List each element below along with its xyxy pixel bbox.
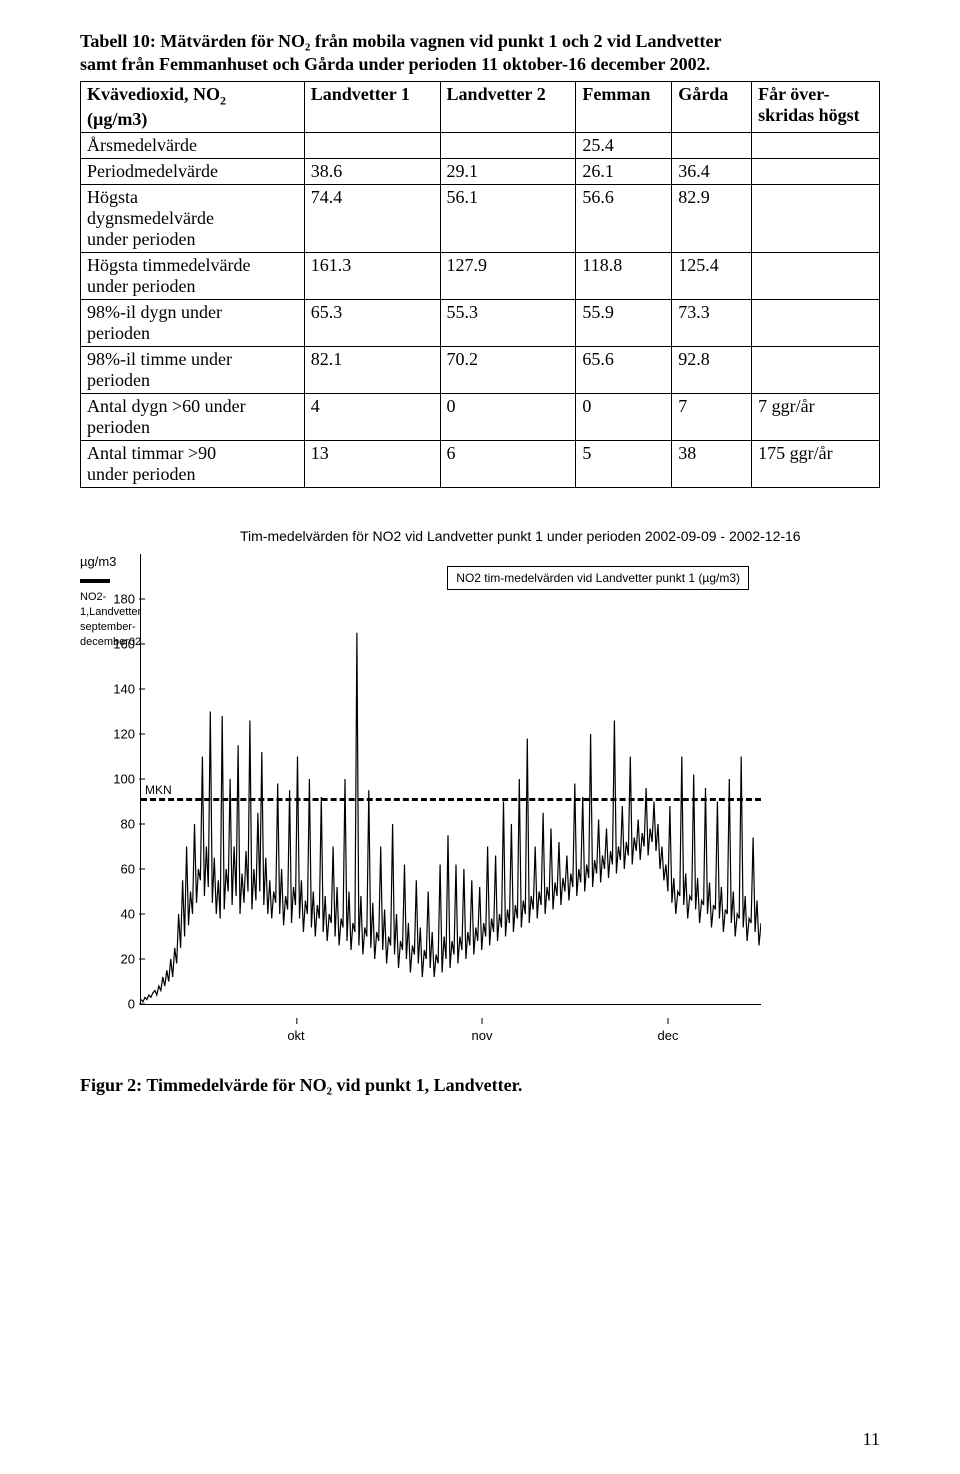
table-header-row: Kvävedioxid, NO2 (µg/m3) Landvetter 1 La…	[81, 82, 880, 133]
row-cell: 55.9	[576, 299, 672, 346]
row-cell: 26.1	[576, 158, 672, 184]
figure-caption: Figur 2: Timmedelvärde för NO₂ vid punkt…	[80, 1075, 880, 1096]
table-row: Antal timmar >90under perioden136538175 …	[81, 440, 880, 487]
y-tick: 120	[113, 726, 135, 741]
page: Tabell 10: Mätvärden för NO₂ från mobila…	[0, 0, 960, 1474]
row-label: Antal dygn >60 underperioden	[81, 393, 305, 440]
row-cell: 74.4	[304, 184, 440, 252]
row-cell	[752, 252, 880, 299]
header-limit: Får över- skridas högst	[752, 82, 880, 133]
row-cell	[752, 158, 880, 184]
y-tick: 0	[128, 996, 135, 1011]
row-cell	[752, 346, 880, 393]
row-label: Högsta timmedelvärdeunder perioden	[81, 252, 305, 299]
y-tick: 80	[121, 816, 135, 831]
row-cell: 29.1	[440, 158, 576, 184]
row-cell: 73.3	[672, 299, 752, 346]
row-label: Årsmedelvärde	[81, 132, 305, 158]
header-femman: Femman	[576, 82, 672, 133]
row-cell	[440, 132, 576, 158]
row-cell: 38.6	[304, 158, 440, 184]
table-caption-line1: Tabell 10: Mätvärden för NO₂ från mobila…	[80, 31, 721, 51]
row-label: Högstadygnsmedelvärdeunder perioden	[81, 184, 305, 252]
row-cell: 56.1	[440, 184, 576, 252]
row-cell: 175 ggr/år	[752, 440, 880, 487]
row-cell	[304, 132, 440, 158]
row-cell: 118.8	[576, 252, 672, 299]
row-cell: 6	[440, 440, 576, 487]
y-tick: 60	[121, 861, 135, 876]
row-cell: 82.9	[672, 184, 752, 252]
x-tick: dec	[658, 1028, 679, 1043]
x-tick: okt	[287, 1028, 304, 1043]
y-tick: 100	[113, 771, 135, 786]
chart-title: Tim-medelvärden för NO2 vid Landvetter p…	[240, 528, 880, 544]
row-cell	[752, 299, 880, 346]
row-cell: 7 ggr/år	[752, 393, 880, 440]
mkn-line	[141, 798, 761, 801]
x-tick: nov	[472, 1028, 493, 1043]
row-label: 98%-il dygn underperioden	[81, 299, 305, 346]
header-compound: Kvävedioxid, NO2 (µg/m3)	[81, 82, 305, 133]
row-cell: 38	[672, 440, 752, 487]
header-lv2: Landvetter 2	[440, 82, 576, 133]
row-label: 98%-il timme underperioden	[81, 346, 305, 393]
row-cell: 92.8	[672, 346, 752, 393]
row-cell: 65.3	[304, 299, 440, 346]
table-row: Högsta timmedelvärdeunder perioden161.31…	[81, 252, 880, 299]
table-row: Årsmedelvärde 25.4	[81, 132, 880, 158]
row-cell: 55.3	[440, 299, 576, 346]
header-garda: Gårda	[672, 82, 752, 133]
row-cell: 5	[576, 440, 672, 487]
table-row: 98%-il dygn underperioden65.355.355.973.…	[81, 299, 880, 346]
row-cell: 0	[576, 393, 672, 440]
row-cell: 13	[304, 440, 440, 487]
row-cell: 161.3	[304, 252, 440, 299]
y-tick: 160	[113, 636, 135, 651]
row-cell: 82.1	[304, 346, 440, 393]
page-number: 11	[863, 1429, 880, 1450]
plot-area: 020406080100120140160180 MKN NO2 tim-med…	[140, 554, 761, 1005]
row-cell	[672, 132, 752, 158]
row-cell: 70.2	[440, 346, 576, 393]
table-caption-line2: samt från Femmanhuset och Gårda under pe…	[80, 54, 710, 74]
row-cell: 25.4	[576, 132, 672, 158]
y-tick: 20	[121, 951, 135, 966]
y-tick: 140	[113, 681, 135, 696]
row-cell: 0	[440, 393, 576, 440]
mkn-label: MKN	[145, 783, 172, 797]
row-label: Antal timmar >90under perioden	[81, 440, 305, 487]
table-caption: Tabell 10: Mätvärden för NO₂ från mobila…	[80, 30, 880, 75]
row-cell: 127.9	[440, 252, 576, 299]
row-cell: 125.4	[672, 252, 752, 299]
row-cell: 4	[304, 393, 440, 440]
row-cell: 36.4	[672, 158, 752, 184]
data-table: Kvävedioxid, NO2 (µg/m3) Landvetter 1 La…	[80, 81, 880, 488]
y-tick: 40	[121, 906, 135, 921]
table-row: Högstadygnsmedelvärdeunder perioden74.45…	[81, 184, 880, 252]
header-lv1: Landvetter 1	[304, 82, 440, 133]
series-line	[141, 632, 761, 1001]
table-row: 98%-il timme underperioden82.170.265.692…	[81, 346, 880, 393]
chart: Tim-medelvärden för NO2 vid Landvetter p…	[80, 528, 880, 1005]
chart-legend-box: NO2 tim-medelvärden vid Landvetter punkt…	[447, 566, 749, 590]
chart-svg	[141, 554, 761, 1004]
row-cell: 7	[672, 393, 752, 440]
table-row: Antal dygn >60 underperioden40077 ggr/år	[81, 393, 880, 440]
y-tick: 180	[113, 591, 135, 606]
row-cell	[752, 184, 880, 252]
row-label: Periodmedelvärde	[81, 158, 305, 184]
row-cell: 65.6	[576, 346, 672, 393]
row-cell	[752, 132, 880, 158]
row-cell: 56.6	[576, 184, 672, 252]
table-row: Periodmedelvärde38.629.126.136.4	[81, 158, 880, 184]
